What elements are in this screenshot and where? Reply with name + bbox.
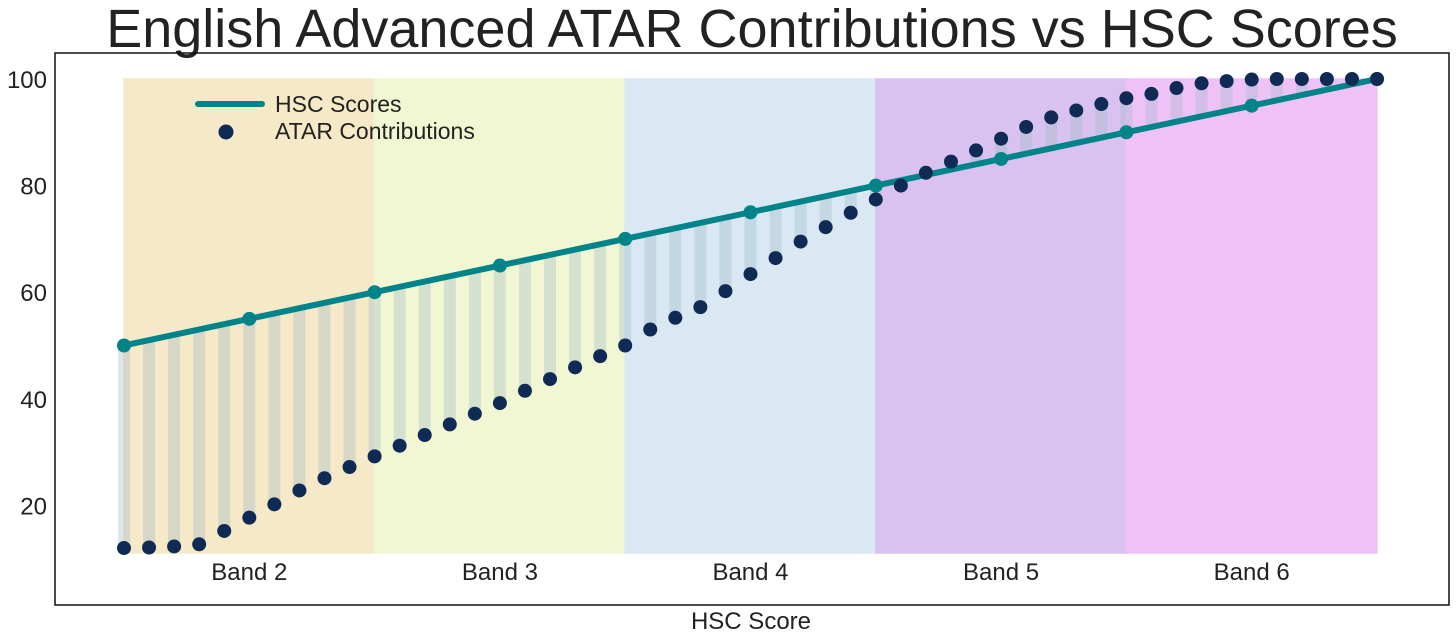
atar-point (1169, 81, 1184, 96)
atar-point (543, 372, 558, 387)
atar-point (1370, 72, 1384, 86)
atar-point (1144, 86, 1159, 101)
hsc-point (492, 258, 507, 273)
atar-point (843, 205, 858, 220)
atar-point (768, 251, 783, 266)
atar-point (517, 383, 532, 398)
bands-layer (123, 78, 1378, 554)
atar-point (893, 178, 908, 193)
line-layer (117, 72, 1384, 353)
atar-point (317, 471, 332, 486)
y-tick-20: 20 (20, 493, 47, 520)
band-label-band-6: Band 6 (1214, 559, 1290, 586)
y-tick-60: 60 (20, 280, 47, 307)
atar-point (568, 360, 583, 375)
hsc-point (1244, 98, 1259, 113)
atar-point (1194, 76, 1209, 91)
atar-point (643, 322, 658, 337)
atar-point (668, 310, 683, 325)
atar-point (492, 396, 507, 411)
atar-point (1219, 74, 1234, 89)
legend: HSC Scores ATAR Contributions (195, 91, 475, 144)
atar-point (618, 338, 633, 353)
atar-point (117, 541, 131, 556)
atar-point (1319, 72, 1334, 86)
y-tick-40: 40 (20, 387, 47, 414)
atar-point (1069, 103, 1084, 118)
atar-point (217, 523, 232, 538)
atar-point (1044, 110, 1059, 125)
chart-title: English Advanced ATAR Contributions vs H… (106, 0, 1398, 59)
band-label-band-2: Band 2 (211, 559, 287, 586)
band-region-3 (373, 78, 626, 554)
atar-point (1269, 72, 1284, 86)
atar-point (1119, 91, 1134, 106)
atar-point (868, 192, 883, 207)
atar-point (918, 165, 933, 180)
atar-point (818, 220, 833, 235)
atar-point (192, 537, 207, 552)
atar-point (442, 417, 457, 432)
hsc-point (1119, 125, 1134, 140)
atar-point (142, 540, 157, 555)
band-region-6 (1125, 78, 1378, 554)
atar-point (242, 510, 257, 525)
atar-point (467, 406, 482, 421)
band-labels: Band 2 Band 3 Band 4 Band 5 Band 6 (211, 559, 1289, 586)
band-label-band-3: Band 3 (462, 559, 538, 586)
stems-layer (118, 79, 1358, 549)
atar-point (743, 267, 758, 282)
y-tick-80: 80 (20, 174, 47, 201)
hsc-point (367, 285, 382, 300)
atar-point (342, 460, 357, 475)
atar-point (392, 438, 407, 453)
hsc-point (618, 231, 633, 246)
atar-point (969, 143, 984, 158)
x-axis-label: HSC Score (691, 608, 811, 635)
plot-frame (54, 52, 1450, 606)
atar-point (1244, 72, 1259, 87)
atar-point (367, 449, 382, 464)
atar-point (943, 154, 958, 169)
atar-point (292, 483, 307, 498)
y-tick-100: 100 (7, 67, 47, 94)
legend-label-atar: ATAR Contributions (275, 118, 475, 144)
atar-point (693, 300, 708, 315)
atar-point (793, 234, 808, 249)
legend-label-hsc: HSC Scores (275, 91, 402, 117)
y-axis-ticks: 20 40 60 80 100 (7, 67, 47, 520)
atar-point (1294, 72, 1309, 86)
atar-point (1019, 119, 1034, 134)
points-layer (117, 72, 1384, 556)
atar-point (267, 497, 282, 512)
atar-point (417, 428, 432, 443)
hsc-point (117, 338, 131, 353)
legend-marker-swatch (218, 124, 234, 140)
hsc-point (242, 311, 257, 326)
atar-point (994, 131, 1009, 146)
band-label-band-4: Band 4 (712, 559, 788, 586)
band-label-band-5: Band 5 (963, 559, 1039, 586)
band-region-4 (624, 78, 877, 554)
hsc-point (743, 205, 758, 220)
atar-point (593, 349, 608, 364)
hsc-point (994, 151, 1009, 166)
atar-point (167, 539, 182, 554)
hsc-point (868, 178, 883, 193)
atar-point (1094, 97, 1109, 112)
atar-point (1344, 72, 1359, 86)
atar-point (718, 284, 733, 299)
